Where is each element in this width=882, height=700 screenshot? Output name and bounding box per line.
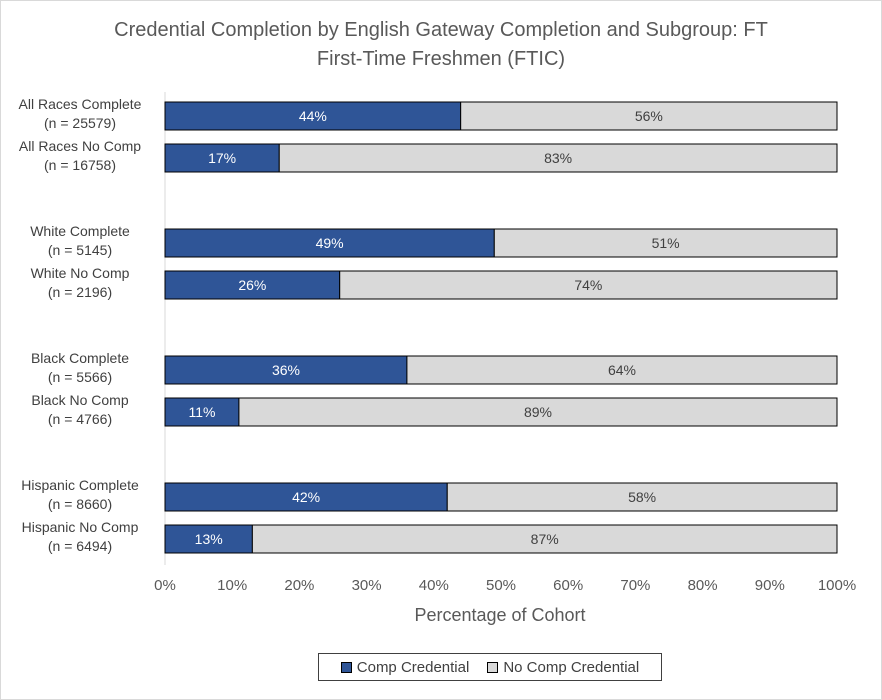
category-label-6-line-1: Hispanic Complete xyxy=(21,477,139,493)
category-label-0-line-1: All Races Complete xyxy=(19,96,142,112)
legend-item-no-comp: No Comp Credential xyxy=(487,659,639,676)
bar-segment-no_comp-3 xyxy=(339,270,838,300)
category-label-3-line-1: White No Comp xyxy=(31,265,130,281)
bar-segment-comp-7 xyxy=(164,524,253,554)
category-label-1-line-1: All Races No Comp xyxy=(19,138,141,154)
bar-segment-no_comp-1 xyxy=(278,143,838,173)
x-tick-label-9: 90% xyxy=(755,577,785,594)
bar-segment-no_comp-0 xyxy=(460,101,838,131)
bar-value-label-comp-3: 26% xyxy=(238,277,266,293)
x-tick-label-6: 60% xyxy=(553,577,583,594)
chart-title-line-2: First-Time Freshmen (FTIC) xyxy=(317,48,565,70)
x-tick-label-7: 70% xyxy=(620,577,650,594)
bar-segment-comp-2 xyxy=(164,228,495,258)
bar-segment-no_comp-6 xyxy=(446,482,838,512)
bar-segment-comp-0 xyxy=(164,101,462,131)
bar-segment-no_comp-5 xyxy=(238,397,838,427)
bar-value-label-comp-2: 49% xyxy=(316,235,344,251)
bar-value-label-no_comp-4: 64% xyxy=(608,362,636,378)
x-tick-label-8: 80% xyxy=(688,577,718,594)
bar-segment-no_comp-4 xyxy=(406,355,838,385)
bar-value-label-no_comp-2: 51% xyxy=(652,235,680,251)
bar-value-label-comp-7: 13% xyxy=(195,531,223,547)
x-tick-label-0: 0% xyxy=(154,577,176,594)
bar-value-label-comp-4: 36% xyxy=(272,362,300,378)
category-label-2-line-1: White Complete xyxy=(30,223,130,239)
x-tick-label-5: 50% xyxy=(486,577,516,594)
bar-value-label-no_comp-5: 89% xyxy=(524,404,552,420)
legend-swatch-comp xyxy=(340,661,352,673)
legend-swatch-no-comp xyxy=(487,661,499,673)
category-label-0-line-2: (n = 25579) xyxy=(44,115,116,131)
category-label-5-line-1: Black No Comp xyxy=(31,392,128,408)
chart-legend: Comp Credential No Comp Credential xyxy=(318,653,662,681)
category-label-7-line-2: (n = 6494) xyxy=(48,538,112,554)
bar-value-label-comp-0: 44% xyxy=(299,108,327,124)
category-label-4-line-1: Black Complete xyxy=(31,350,129,366)
category-label-1-line-2: (n = 16758) xyxy=(44,157,116,173)
bar-value-label-no_comp-7: 87% xyxy=(531,531,559,547)
category-label-5-line-2: (n = 4766) xyxy=(48,411,112,427)
x-tick-label-3: 30% xyxy=(352,577,382,594)
bar-segment-no_comp-2 xyxy=(493,228,838,258)
category-label-2-line-2: (n = 5145) xyxy=(48,242,112,258)
category-label-6-line-2: (n = 8660) xyxy=(48,496,112,512)
bar-segment-comp-6 xyxy=(164,482,448,512)
x-tick-label-10: 100% xyxy=(818,577,856,594)
legend-item-comp: Comp Credential xyxy=(340,658,470,676)
x-tick-label-4: 40% xyxy=(419,577,449,594)
chart-title-line-1: Credential Completion by English Gateway… xyxy=(114,19,768,41)
bar-segment-no_comp-7 xyxy=(251,524,838,554)
category-label-3-line-2: (n = 2196) xyxy=(48,284,112,300)
bar-value-label-comp-5: 11% xyxy=(188,404,215,420)
legend-label-no-comp: No Comp Credential xyxy=(503,658,640,676)
x-tick-label-1: 10% xyxy=(217,577,247,594)
bar-value-label-no_comp-3: 74% xyxy=(574,277,602,293)
bar-value-label-no_comp-1: 83% xyxy=(544,150,572,166)
x-axis-title: Percentage of Cohort xyxy=(414,605,585,625)
category-label-7-line-1: Hispanic No Comp xyxy=(22,519,139,535)
bar-value-label-comp-1: 17% xyxy=(208,150,236,166)
bar-value-label-no_comp-0: 56% xyxy=(635,108,663,124)
legend-label-comp: Comp Credential xyxy=(356,658,470,676)
x-tick-label-2: 20% xyxy=(284,577,314,594)
bar-segment-comp-4 xyxy=(164,355,408,385)
bar-value-label-no_comp-6: 58% xyxy=(628,489,656,505)
category-label-4-line-2: (n = 5566) xyxy=(48,369,112,385)
bar-value-label-comp-6: 42% xyxy=(292,489,320,505)
